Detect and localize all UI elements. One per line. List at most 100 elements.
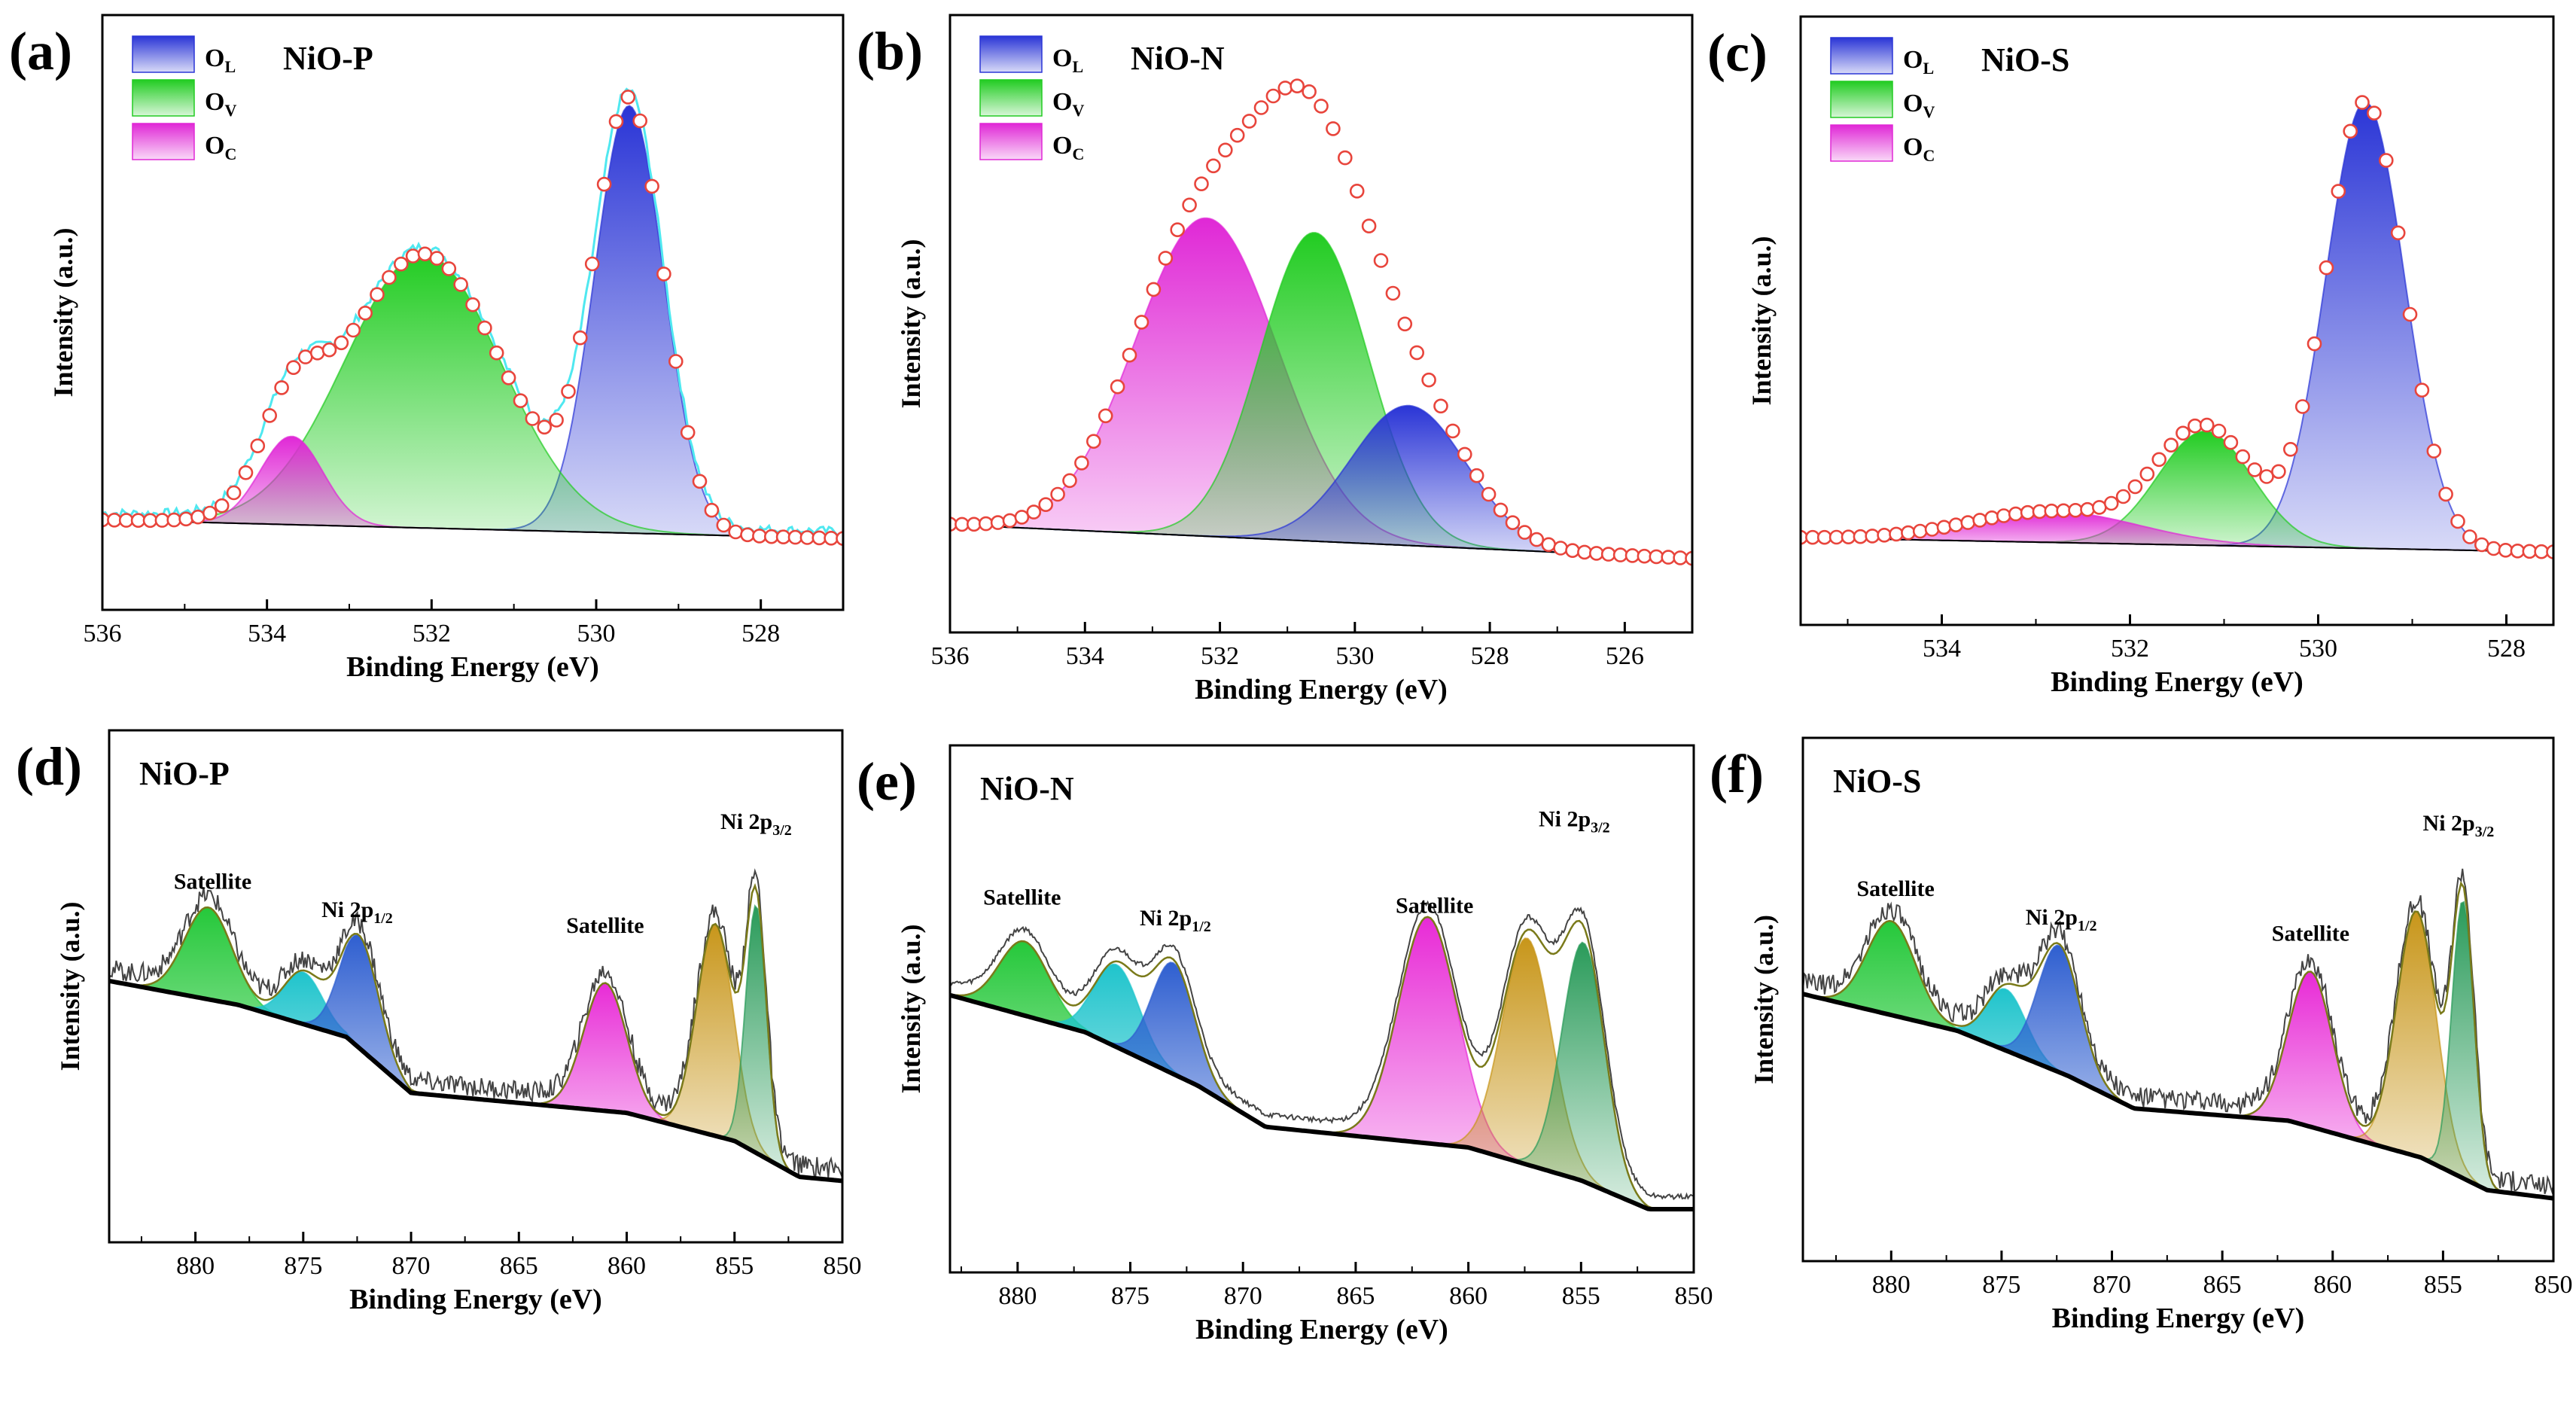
data-point-marker [1673, 550, 1688, 565]
peak-annotation: Ni 2p1/2 [321, 897, 393, 927]
chart-panel: 880 875 870 865 860 855 850 Binding Energy (eV)… [16, 729, 862, 1315]
x-tick-label: 875 [1982, 1271, 2020, 1299]
peak-annotation: Ni 2p1/2 [1140, 906, 1211, 935]
data-point-marker [1637, 548, 1652, 564]
x-axis-label: Binding Energy (eV) [346, 651, 599, 683]
x-tick-label: 855 [1562, 1282, 1600, 1310]
x-tick-label: 528 [1471, 642, 1509, 670]
data-point-marker [1326, 121, 1341, 136]
legend-swatch [132, 79, 195, 117]
x-tick-label: 534 [1923, 635, 1961, 663]
data-point-marker [2343, 123, 2358, 139]
data-point-marker [1517, 525, 1533, 540]
peak-annotation: Satellite [566, 913, 644, 938]
data-point-marker [1841, 529, 1856, 545]
data-point-marker [2283, 441, 2298, 457]
data-point-marker [1541, 537, 1556, 553]
data-point-marker [1493, 502, 1509, 518]
data-point-marker [1865, 529, 1880, 544]
data-point-marker [118, 513, 134, 528]
data-point-marker [1170, 222, 1185, 238]
data-point-marker [1469, 468, 1484, 483]
legend-label: OC [1903, 133, 1935, 165]
data-point-marker [787, 529, 803, 545]
data-point-marker [2414, 382, 2430, 398]
data-point-marker [1421, 372, 1436, 388]
chart-panel: 880 875 870 865 860 855 850 Binding Energy (eV)… [1710, 736, 2573, 1334]
data-point-marker [130, 513, 146, 529]
x-tick-label: 870 [1224, 1282, 1262, 1310]
x-tick-label: 880 [998, 1282, 1037, 1310]
data-point-marker [2379, 153, 2394, 168]
data-point-marker [1314, 99, 1329, 114]
data-point-marker [1338, 150, 1353, 166]
data-point-marker [572, 330, 588, 346]
data-point-marker [1948, 517, 1964, 533]
data-point-marker [1110, 379, 1125, 395]
background-baseline [102, 519, 843, 540]
x-tick-label: 875 [1111, 1282, 1149, 1310]
data-point-marker [1098, 408, 1113, 424]
legend-label-subscript: V [1072, 101, 1084, 120]
data-point-marker [1158, 251, 1174, 266]
x-tick-label: 526 [1606, 642, 1644, 670]
data-point-marker [1229, 127, 1245, 143]
x-tick-label: 870 [392, 1252, 431, 1280]
plot-area [1801, 95, 2553, 559]
data-point-marker [811, 530, 827, 546]
data-point-marker [1002, 513, 1018, 529]
peak-annotation: Ni 2p3/2 [2423, 811, 2495, 840]
x-tick-label: 532 [1201, 642, 1239, 670]
data-point-marker [202, 505, 218, 521]
data-point-marker [190, 509, 206, 525]
data-point-marker [596, 176, 612, 192]
legend-label-subscript: C [1072, 145, 1084, 163]
data-point-marker [238, 465, 254, 480]
data-point-marker [1936, 520, 1952, 535]
x-tick-label: 860 [607, 1252, 646, 1280]
chart-title: NiO-P [139, 755, 230, 792]
data-point-marker [1565, 543, 1580, 559]
data-point-marker [728, 524, 744, 540]
data-point-marker [1290, 78, 1305, 93]
data-point-marker [2271, 464, 2286, 480]
plot-frame [1799, 15, 2555, 626]
data-point-marker [1805, 529, 1820, 545]
legend-label: OV [1903, 90, 1935, 121]
data-point-marker [2450, 513, 2465, 529]
data-point-marker [584, 256, 600, 272]
data-point-marker [1828, 529, 1844, 545]
data-point-marker [1960, 515, 1975, 530]
background-baseline [950, 992, 1694, 1211]
x-tick-label: 855 [715, 1252, 754, 1280]
data-point-marker [1038, 497, 1053, 513]
x-tick-label: 865 [500, 1252, 538, 1280]
x-tick-label: 860 [2313, 1271, 2352, 1299]
data-point-marker [692, 474, 708, 489]
data-point-marker [453, 277, 468, 292]
y-axis-label: Intensity (a.u.) [55, 901, 85, 1071]
data-point-marker [836, 531, 843, 546]
plot-area [102, 87, 843, 546]
data-point-marker [1253, 100, 1269, 115]
raw-spectrum-line [109, 868, 842, 1178]
data-point-marker [1996, 508, 2011, 523]
data-point-marker [680, 425, 696, 440]
data-point-marker [1853, 529, 1868, 544]
data-point-marker [2294, 399, 2310, 414]
data-point-marker [1912, 523, 1928, 539]
data-point-marker [405, 248, 421, 264]
chart-title: NiO-S [1981, 41, 2069, 78]
data-point-marker [2426, 443, 2442, 459]
data-point-marker [1373, 253, 1389, 268]
data-point-marker [2151, 452, 2166, 468]
legend-label: OL [1052, 44, 1083, 76]
chart-panel: 536 534 532 530 528 Binding Energy (eV) Intens… [9, 14, 845, 683]
data-point-marker [2176, 425, 2191, 441]
data-point-marker [2331, 184, 2346, 199]
data-point-marker [1134, 315, 1149, 330]
data-point-marker [1086, 434, 1101, 449]
raw-spectrum-line [1803, 868, 2553, 1195]
data-point-marker [1349, 184, 1365, 199]
data-point-marker [799, 530, 815, 545]
